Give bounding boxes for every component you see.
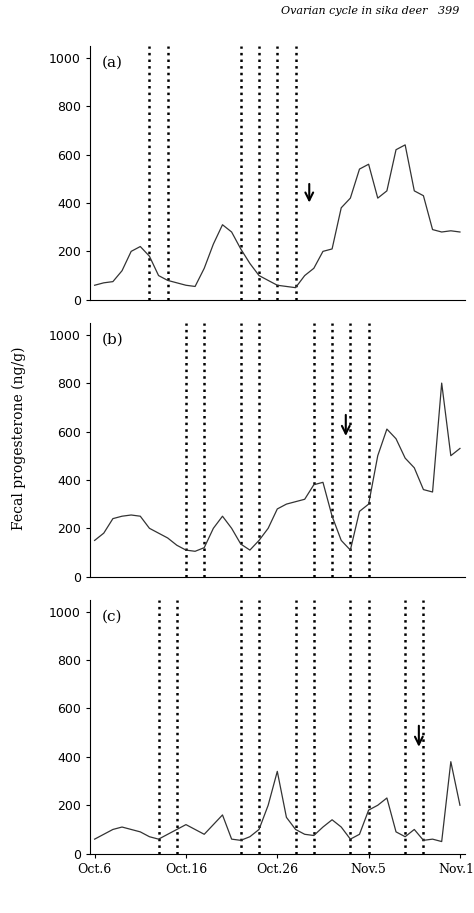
Text: Fecal progesterone (ng/g): Fecal progesterone (ng/g) xyxy=(12,347,26,530)
Text: (c): (c) xyxy=(101,610,122,624)
Text: (b): (b) xyxy=(101,332,123,347)
Text: Ovarian cycle in sika deer   399: Ovarian cycle in sika deer 399 xyxy=(282,6,460,16)
Text: (a): (a) xyxy=(101,56,122,69)
